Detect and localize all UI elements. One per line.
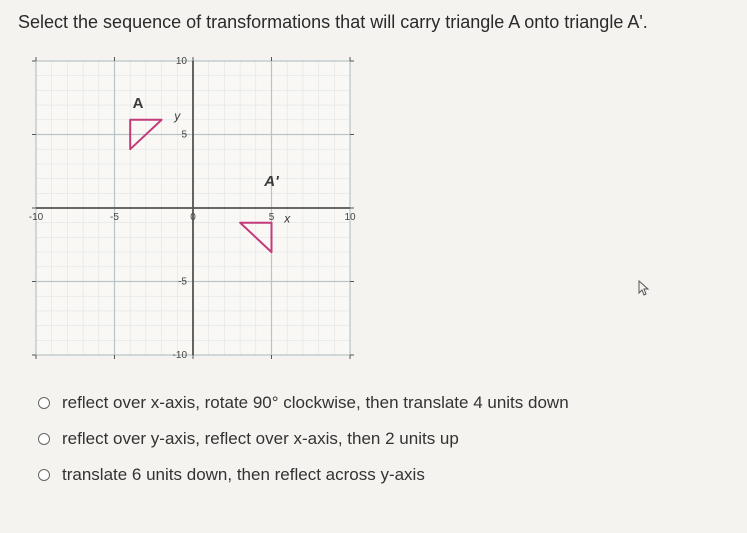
svg-text:x: x [283,212,291,226]
svg-text:-10: -10 [173,350,188,361]
radio-icon [38,433,50,445]
svg-text:10: 10 [176,56,188,67]
radio-icon [38,469,50,481]
svg-text:A: A [133,95,144,112]
svg-text:10: 10 [344,212,356,223]
svg-text:5: 5 [269,212,275,223]
cursor-icon [638,280,652,299]
svg-text:-10: -10 [29,212,44,223]
svg-text:-5: -5 [178,277,187,288]
option-2[interactable]: reflect over y-axis, reflect over x-axis… [38,429,729,449]
option-3[interactable]: translate 6 units down, then reflect acr… [38,465,729,485]
answer-options: reflect over x-axis, rotate 90° clockwis… [18,393,729,485]
svg-text:0: 0 [190,212,196,223]
option-label: translate 6 units down, then reflect acr… [62,465,425,485]
svg-text:A': A' [263,173,279,190]
option-label: reflect over x-axis, rotate 90° clockwis… [62,393,569,413]
option-label: reflect over y-axis, reflect over x-axis… [62,429,459,449]
coordinate-graph: -10 -5 0 5 10 -10 -5 5 10 A A' y x [18,43,368,373]
radio-icon [38,397,50,409]
svg-text:y: y [173,109,181,123]
svg-text:-5: -5 [110,212,119,223]
question-text: Select the sequence of transformations t… [18,12,729,33]
option-1[interactable]: reflect over x-axis, rotate 90° clockwis… [38,393,729,413]
svg-text:5: 5 [181,130,187,141]
